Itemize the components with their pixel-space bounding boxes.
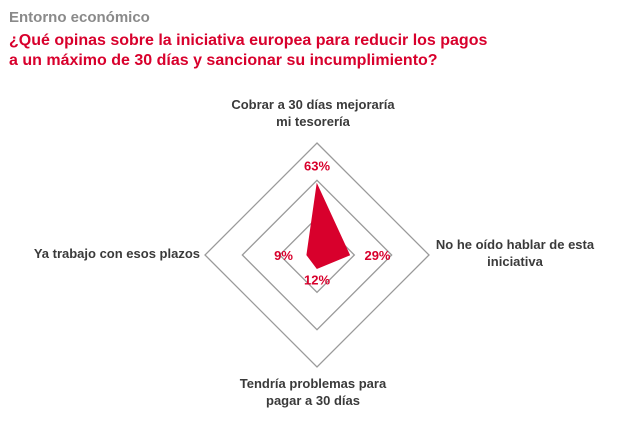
axis-label-2-line-2: pagar a 30 días xyxy=(266,393,360,408)
grid-ring-2 xyxy=(241,179,393,331)
axis-label-2-line-1: Tendría problemas para xyxy=(239,376,387,391)
series-area xyxy=(306,182,351,270)
axis-label-no-he-oido: No he oído hablar de esta iniciativa xyxy=(420,236,610,270)
axis-label-1-line-2: iniciativa xyxy=(487,254,543,269)
section-kicker: Entorno económico xyxy=(9,9,150,26)
axis-label-cobrar-30-dias: Cobrar a 30 días mejoraría mi tesorería xyxy=(213,96,413,130)
axis-label-0-line-1: Cobrar a 30 días mejoraría xyxy=(231,97,395,112)
value-label-2: 12% xyxy=(304,272,330,287)
question-line-1: ¿Qué opinas sobre la iniciativa europea … xyxy=(9,32,488,49)
axis-label-3-line-1: Ya trabajo con esos plazos xyxy=(33,246,200,261)
value-label-1: 29% xyxy=(364,248,390,263)
axis-label-0-line-2: mi tesorería xyxy=(276,114,350,129)
question-line-2: a un máximo de 30 días y sancionar su in… xyxy=(9,52,438,69)
axis-label-tendria-problemas: Tendría problemas para pagar a 30 días xyxy=(213,375,413,409)
axis-label-ya-trabajo: Ya trabajo con esos plazos xyxy=(20,245,200,262)
axis-label-1-line-1: No he oído hablar de esta xyxy=(435,237,595,252)
grid-ring-3 xyxy=(204,142,430,368)
radar-value-labels: 63% 29% 12% 9% xyxy=(274,158,391,287)
chart-question-title: ¿Qué opinas sobre la iniciativa europea … xyxy=(9,31,609,71)
radar-series xyxy=(306,182,351,270)
value-label-3: 9% xyxy=(274,248,293,263)
value-label-0: 63% xyxy=(304,158,330,173)
